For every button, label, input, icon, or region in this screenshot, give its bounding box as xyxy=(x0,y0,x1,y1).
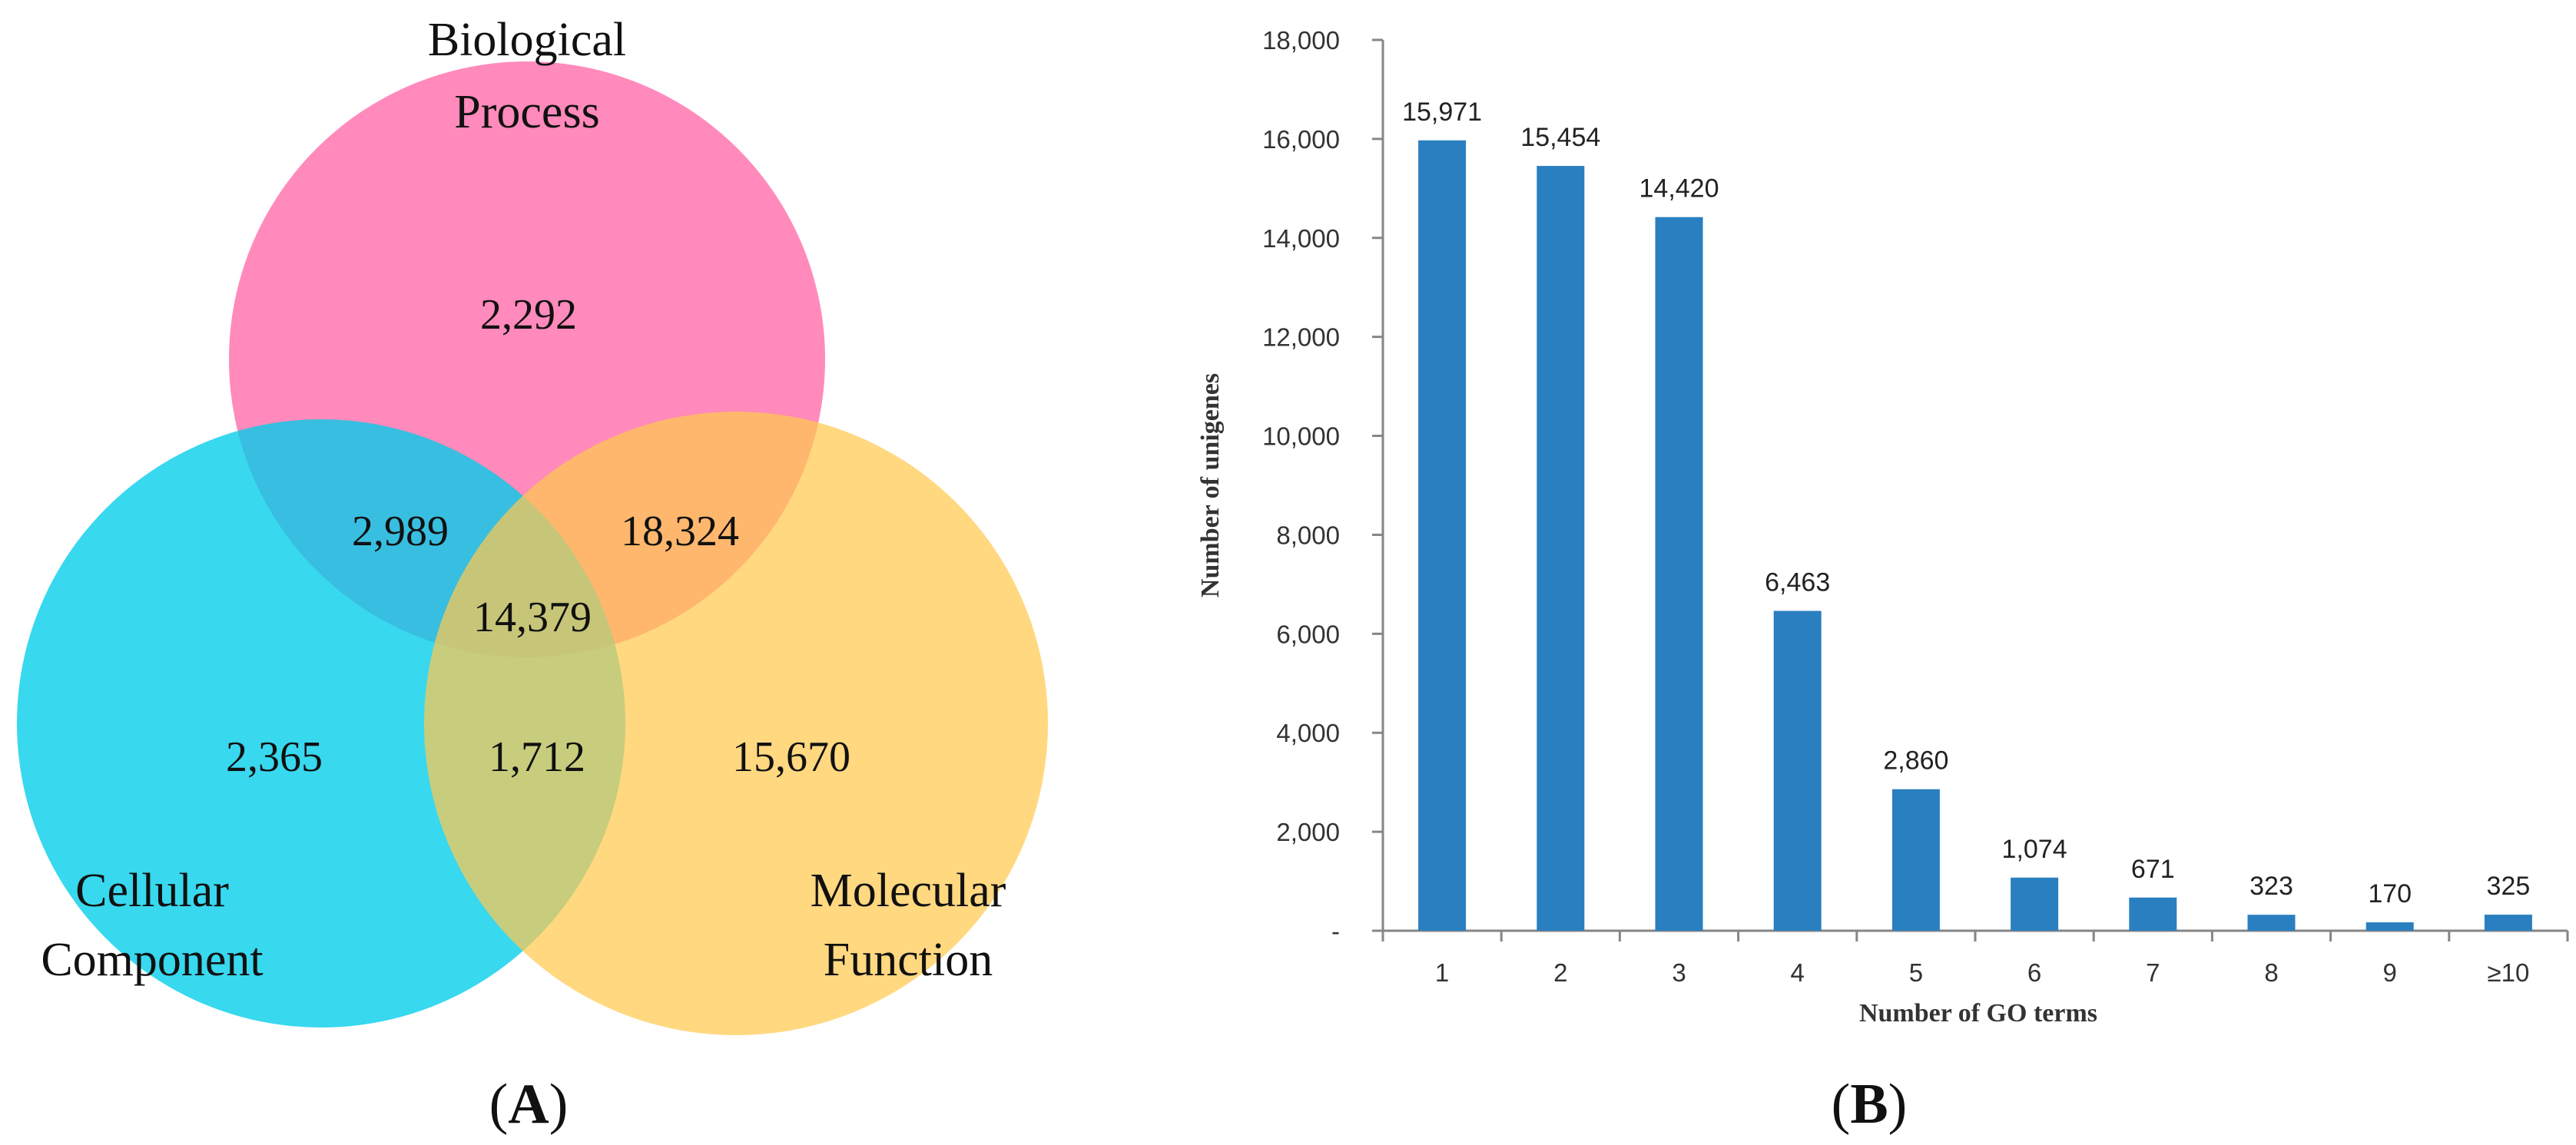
y-tick-label: 4,000 xyxy=(1276,719,1340,747)
bar-chart: - 2,000 4,000 6,000 8,000 10,000 12,000 14,000 1… xyxy=(1196,26,2569,1028)
y-tick-label: 6,000 xyxy=(1276,620,1340,648)
bar-data-label: 15,454 xyxy=(1520,123,1600,152)
bar xyxy=(1655,217,1703,931)
panel-label-a: (A) xyxy=(489,1073,569,1136)
bar xyxy=(1537,166,1585,931)
panel-label-a-open: ( xyxy=(489,1073,509,1136)
y-tick-label: 18,000 xyxy=(1262,26,1340,55)
region-count-bp-mf: 18,324 xyxy=(621,508,739,555)
x-tick-label: ≥10 xyxy=(2487,958,2529,987)
bar-data-label: 2,860 xyxy=(1883,746,1948,776)
x-tick-label: 7 xyxy=(2146,958,2160,987)
set-label-molecular-line1: Molecular xyxy=(811,865,1006,917)
y-tick-label: 2,000 xyxy=(1276,818,1340,846)
bar-data-label: 14,420 xyxy=(1639,174,1719,204)
y-tick-label: 8,000 xyxy=(1276,521,1340,549)
bar-data-label: 6,463 xyxy=(1765,568,1830,597)
bar-series xyxy=(1418,140,2532,931)
svg-text:(A): (A) xyxy=(489,1073,569,1136)
bar xyxy=(1773,611,1822,931)
venn-diagram: Biological Process Cellular Component Mo… xyxy=(17,14,1048,1035)
panel-label-a-letter: A xyxy=(508,1073,549,1136)
y-tick-label: 12,000 xyxy=(1262,323,1340,352)
bar xyxy=(2484,915,2532,931)
region-count-bp-cc-mf: 14,379 xyxy=(473,594,592,641)
x-axis-title: Number of GO terms xyxy=(1859,999,2097,1028)
y-axis-title: Number of unigenes xyxy=(1196,373,1225,597)
bar-data-label: 323 xyxy=(2249,872,2293,901)
y-axis-ticks: - 2,000 4,000 6,000 8,000 10,000 12,000 14,000 1… xyxy=(1262,26,1383,945)
panel-label-b: (B) xyxy=(1832,1073,1908,1136)
bar-data-label: 170 xyxy=(2368,879,2412,908)
set-label-biological-line2: Process xyxy=(454,86,599,138)
x-tick-label: 5 xyxy=(1909,958,1923,987)
set-label-molecular-line2: Function xyxy=(824,934,993,986)
svg-text:(B): (B) xyxy=(1832,1073,1908,1136)
panel-label-b-letter: B xyxy=(1850,1073,1888,1136)
x-tick-label: 3 xyxy=(1672,958,1686,987)
x-tick-label: 8 xyxy=(2264,958,2278,987)
bar xyxy=(1891,789,1940,931)
bar xyxy=(1418,140,1467,931)
region-count-bp-cc: 2,989 xyxy=(352,508,449,555)
x-tick-label: 9 xyxy=(2383,958,2397,987)
region-count-mf-only: 15,670 xyxy=(732,733,850,781)
x-tick-label: 2 xyxy=(1553,958,1567,987)
bar-data-label: 15,971 xyxy=(1402,98,1482,127)
bar xyxy=(2365,922,2414,931)
region-count-cc-mf: 1,712 xyxy=(489,733,585,781)
panel-label-b-close: ) xyxy=(1888,1073,1908,1136)
x-axis-ticks: 1 2 3 4 5 6 7 8 9 ≥10 xyxy=(1381,931,2569,987)
venn-circle-molecular-function xyxy=(424,412,1048,1035)
x-tick-label: 6 xyxy=(2027,958,2041,987)
y-tick-label: - xyxy=(1331,917,1340,945)
bar xyxy=(2129,897,2177,931)
region-count-bp-only: 2,292 xyxy=(480,291,577,339)
set-label-biological-line1: Biological xyxy=(428,14,626,66)
x-tick-label: 4 xyxy=(1791,958,1805,987)
bar-data-label: 325 xyxy=(2487,872,2531,901)
panel-label-b-open: ( xyxy=(1832,1073,1851,1136)
bar xyxy=(2247,915,2296,931)
bar xyxy=(2011,877,2059,931)
y-tick-label: 14,000 xyxy=(1262,224,1340,253)
bar-data-label: 1,074 xyxy=(2002,835,2067,864)
bar-data-labels: 15,971 15,454 14,420 6,463 2,860 1,074 671 323 1… xyxy=(1402,98,2530,908)
y-tick-label: 10,000 xyxy=(1262,422,1340,451)
set-label-cellular-line1: Cellular xyxy=(75,865,229,917)
y-tick-label: 16,000 xyxy=(1262,125,1340,154)
region-count-cc-only: 2,365 xyxy=(226,733,323,781)
bar-data-label: 671 xyxy=(2131,855,2175,884)
set-label-cellular-line2: Component xyxy=(41,934,263,986)
x-tick-label: 1 xyxy=(1435,958,1449,987)
panel-label-a-close: ) xyxy=(549,1073,569,1136)
